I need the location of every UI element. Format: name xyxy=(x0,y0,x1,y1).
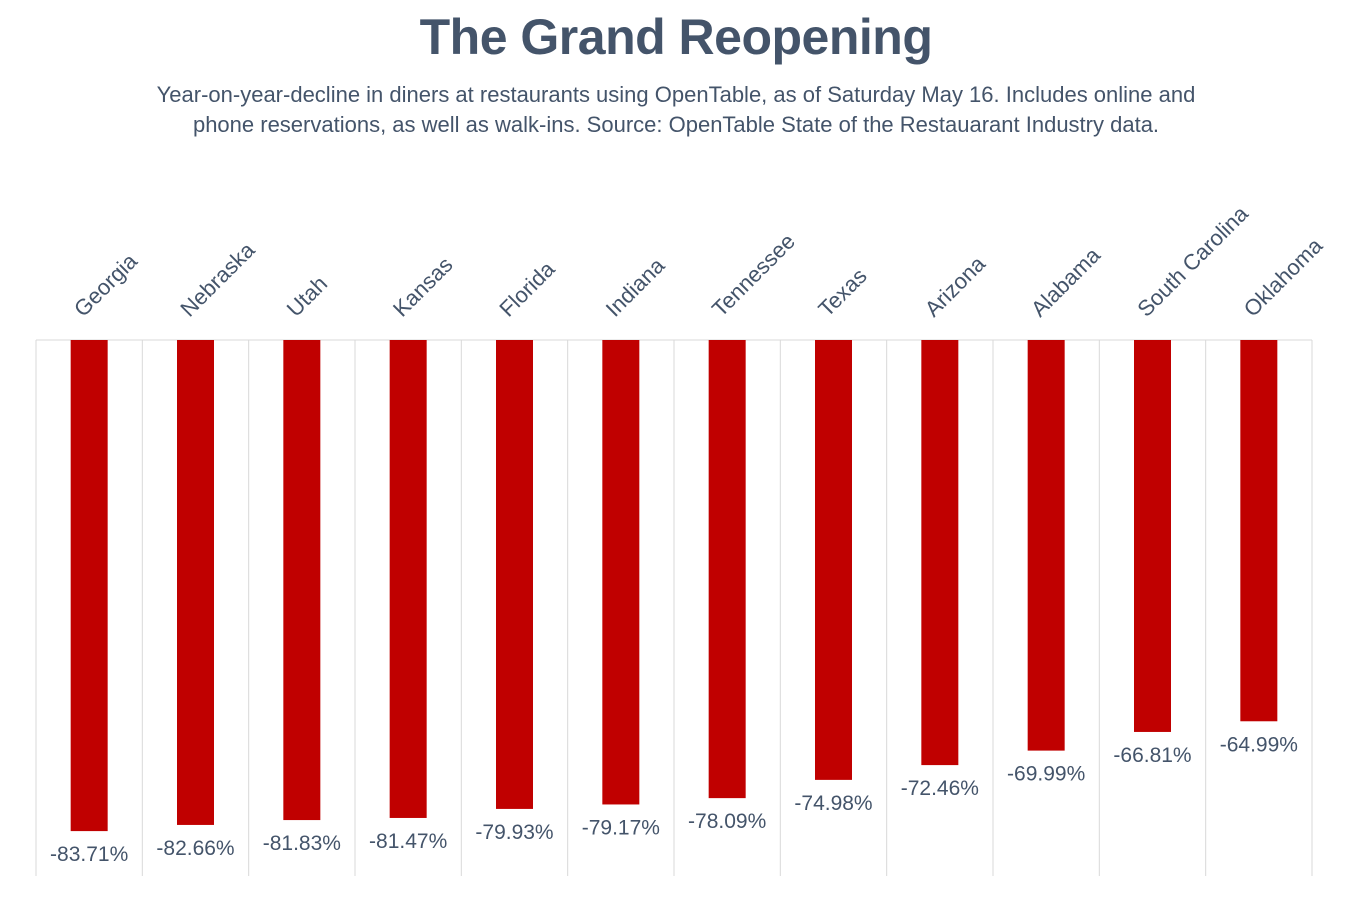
bar-south-carolina xyxy=(1134,340,1171,732)
category-label: Indiana xyxy=(601,252,670,321)
value-label: -79.17% xyxy=(582,816,660,839)
category-label: Texas xyxy=(813,263,871,321)
value-label: -69.99% xyxy=(1007,763,1085,786)
bar-kansas xyxy=(389,340,427,818)
bar-arizona xyxy=(921,340,959,766)
bar-indiana xyxy=(602,340,640,805)
value-label: -81.47% xyxy=(369,830,447,853)
category-label: Utah xyxy=(282,271,333,322)
value-labels: -83.71% -82.66% -81.83% -81.47% -79.93% -79.1… xyxy=(50,733,1298,866)
bar-nebraska xyxy=(177,340,214,825)
value-label: -74.98% xyxy=(794,792,872,815)
category-label: Georgia xyxy=(69,248,143,322)
category-labels: Georgia Nebraska Utah Kansas Florida Indiana T… xyxy=(69,200,1328,321)
value-label: -72.46% xyxy=(901,777,979,800)
bar-alabama xyxy=(1027,340,1065,751)
bars xyxy=(70,340,1278,832)
category-label: Kansas xyxy=(388,252,458,322)
bar-oklahoma xyxy=(1240,340,1278,722)
bar-georgia xyxy=(70,340,108,832)
value-label: -81.83% xyxy=(263,832,341,855)
category-label: Florida xyxy=(494,256,560,322)
value-label: -66.81% xyxy=(1113,744,1191,767)
category-label: Arizona xyxy=(920,251,991,322)
bar-tennessee xyxy=(708,340,746,799)
chart-subtitle: Year-on-year-decline in diners at restau… xyxy=(156,82,1196,137)
value-label: -79.93% xyxy=(475,821,553,844)
value-label: -83.71% xyxy=(50,843,128,866)
value-label: -78.09% xyxy=(688,810,766,833)
chart-title: The Grand Reopening xyxy=(419,9,933,65)
bar-texas xyxy=(815,340,852,780)
grid-lines xyxy=(35,339,1313,876)
category-label: South Carolina xyxy=(1132,200,1253,321)
category-label: Oklahoma xyxy=(1239,232,1328,321)
value-label: -64.99% xyxy=(1220,733,1298,756)
category-label: Alabama xyxy=(1026,242,1106,322)
bar-utah xyxy=(283,340,321,821)
category-label: Nebraska xyxy=(175,237,260,322)
category-label: Tennessee xyxy=(707,229,800,322)
bar-florida xyxy=(496,340,533,809)
value-label: -82.66% xyxy=(156,837,234,860)
